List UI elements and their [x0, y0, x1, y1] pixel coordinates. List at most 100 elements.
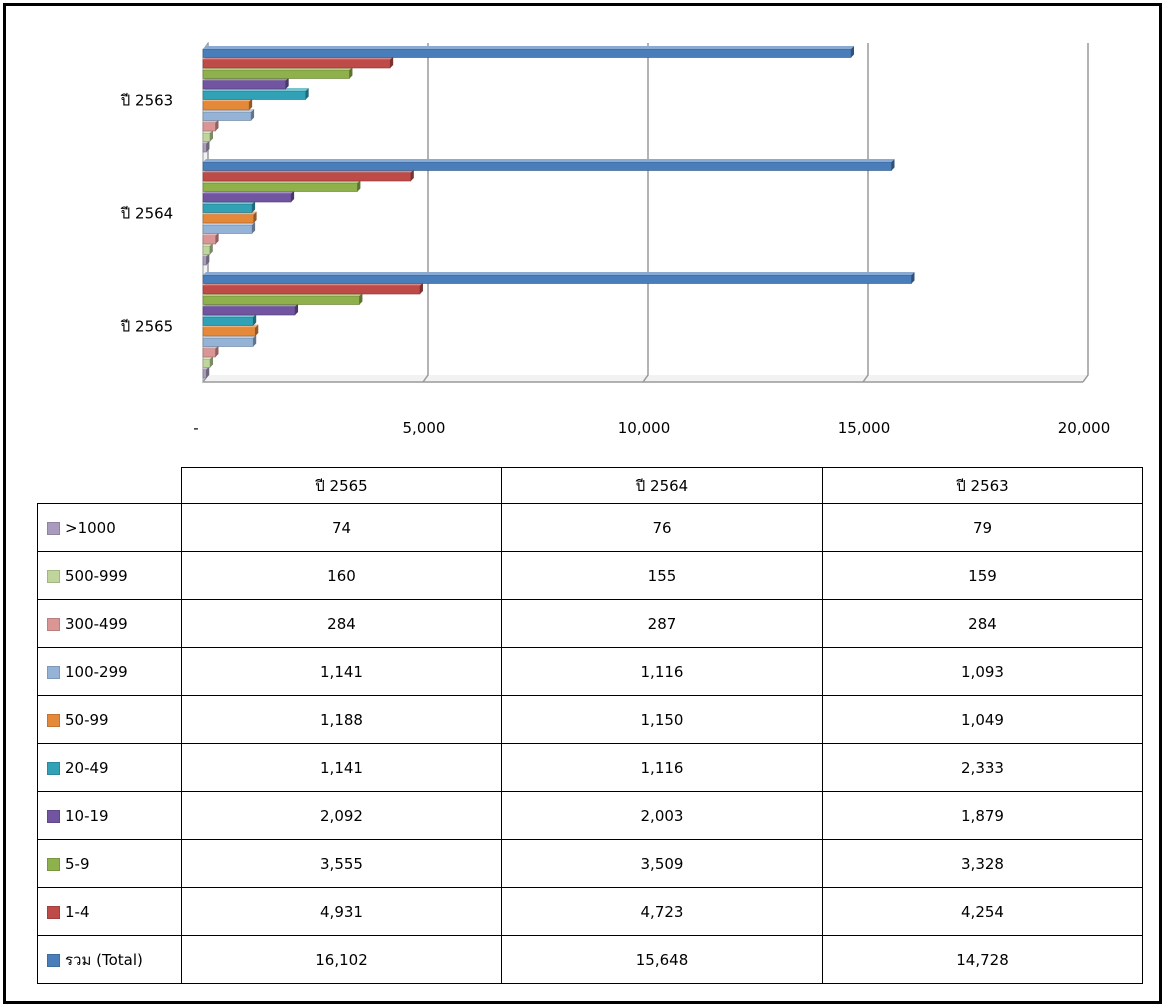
bar: [202, 88, 309, 100]
table-header-row: ปี 2565 ปี 2564 ปี 2563: [37, 467, 1143, 504]
legend-label: 50-99: [65, 710, 109, 729]
bar: [202, 314, 257, 326]
table-cell: 1,141: [181, 647, 502, 696]
legend-label: 500-999: [65, 566, 128, 585]
legend-label: 1-4: [65, 902, 90, 921]
table-row: 1-4 4,931 4,723 4,254: [37, 887, 1143, 936]
table-cell: 76: [501, 503, 823, 552]
legend-swatch: [47, 905, 60, 919]
table-cell: 1,141: [181, 743, 502, 792]
table-cell: 3,328: [822, 839, 1143, 888]
table-cell: 1,116: [501, 647, 823, 696]
category-label: ปี 2565: [120, 318, 173, 336]
legend-swatch: [47, 665, 60, 679]
gridline: [422, 43, 429, 383]
table-row: 5-9 3,555 3,509 3,328: [37, 839, 1143, 888]
table-row: รวม (Total) 16,102 15,648 14,728: [37, 935, 1143, 984]
legend-label: 5-9: [65, 854, 90, 873]
bar: [202, 303, 299, 316]
table-cell: 16,102: [181, 935, 502, 984]
bar: [202, 222, 256, 234]
x-tick-label: 5,000: [403, 419, 446, 437]
gridline: [642, 43, 649, 383]
x-axis-ticks: - 5,000 10,000 15,000 20,000: [193, 419, 1110, 437]
legend-swatch: [47, 617, 60, 631]
legend-swatch: [47, 521, 60, 535]
chart-grid: [202, 41, 1089, 384]
table-cell: 4,931: [181, 887, 502, 936]
legend-label: 20-49: [65, 758, 109, 777]
legend-cell: 1-4: [37, 887, 182, 936]
bar: [202, 109, 255, 121]
category-label: ปี 2563: [120, 92, 173, 110]
table-cell: 3,555: [181, 839, 502, 888]
table-cell: 155: [501, 551, 823, 600]
bar: [202, 345, 219, 358]
bar: [202, 77, 289, 90]
bar: [202, 335, 257, 347]
table-row: 50-99 1,188 1,150 1,049: [37, 695, 1143, 744]
bar: [202, 98, 253, 111]
table-cell: 74: [181, 503, 502, 552]
table-cell: 159: [822, 551, 1143, 600]
bar: [202, 324, 259, 337]
legend-swatch: [47, 569, 60, 583]
table-row: 500-999 160 155 159: [37, 551, 1143, 600]
legend-cell: 300-499: [37, 599, 182, 648]
data-table: ปี 2565 ปี 2564 ปี 2563 >1000 74 76 79 500-9…: [37, 467, 1143, 984]
x-tick-label: 15,000: [838, 419, 891, 437]
table-corner: [37, 467, 182, 504]
bar: [202, 56, 394, 69]
table-cell: 4,723: [501, 887, 823, 936]
x-tick-label: -: [193, 419, 198, 437]
legend-cell: 20-49: [37, 743, 182, 792]
bar: [202, 253, 210, 266]
table-cell: 284: [181, 599, 502, 648]
x-tick-label: 10,000: [618, 419, 671, 437]
table-cell: 284: [822, 599, 1143, 648]
legend-label: 300-499: [65, 614, 128, 633]
table-cell: 1,879: [822, 791, 1143, 840]
table-cell: 1,093: [822, 647, 1143, 696]
bar: [202, 232, 219, 245]
table-row: >1000 74 76 79: [37, 503, 1143, 552]
table-cell: 287: [501, 599, 823, 648]
bar: [202, 46, 855, 58]
bar: [202, 180, 361, 192]
legend-cell: 100-299: [37, 647, 182, 696]
table-row: 100-299 1,141 1,116 1,093: [37, 647, 1143, 696]
table-cell: 14,728: [822, 935, 1143, 984]
legend-cell: 5-9: [37, 839, 182, 888]
bar: [202, 211, 257, 224]
table-cell: 3,509: [501, 839, 823, 888]
table-cell: 160: [181, 551, 502, 600]
table-row: 10-19 2,092 2,003 1,879: [37, 791, 1143, 840]
table-cell: 79: [822, 503, 1143, 552]
legend-label: รวม (Total): [65, 950, 143, 969]
table-row: 20-49 1,141 1,116 2,333: [37, 743, 1143, 792]
bar: [202, 272, 915, 284]
legend-swatch: [47, 809, 60, 823]
bar: [202, 130, 213, 142]
legend-cell: >1000: [37, 503, 182, 552]
table-cell: 1,116: [501, 743, 823, 792]
legend-cell: 50-99: [37, 695, 182, 744]
table-cell: 1,188: [181, 695, 502, 744]
bar-chart: ปี 2565 ปี 2564 ปี 2563 - 5,000 10,000 15,000…: [120, 41, 1110, 437]
bar: [202, 356, 214, 368]
bar: [202, 243, 213, 255]
table-cell: 2,092: [181, 791, 502, 840]
table-cell: 15,648: [501, 935, 823, 984]
bar: [202, 282, 423, 295]
table-cell: 4,254: [822, 887, 1143, 936]
category-labels: ปี 2565 ปี 2564 ปี 2563: [120, 92, 173, 336]
table-body: >1000 74 76 79 500-999 160 155 159 300-499 284 287…: [37, 503, 1143, 984]
legend-cell: 10-19: [37, 791, 182, 840]
chart-bars: [202, 46, 915, 379]
legend-label: 10-19: [65, 806, 109, 825]
table-cell: 2,003: [501, 791, 823, 840]
legend-swatch: [47, 857, 60, 871]
bar: [202, 190, 295, 203]
legend-swatch: [47, 713, 60, 727]
bar: [202, 67, 353, 79]
